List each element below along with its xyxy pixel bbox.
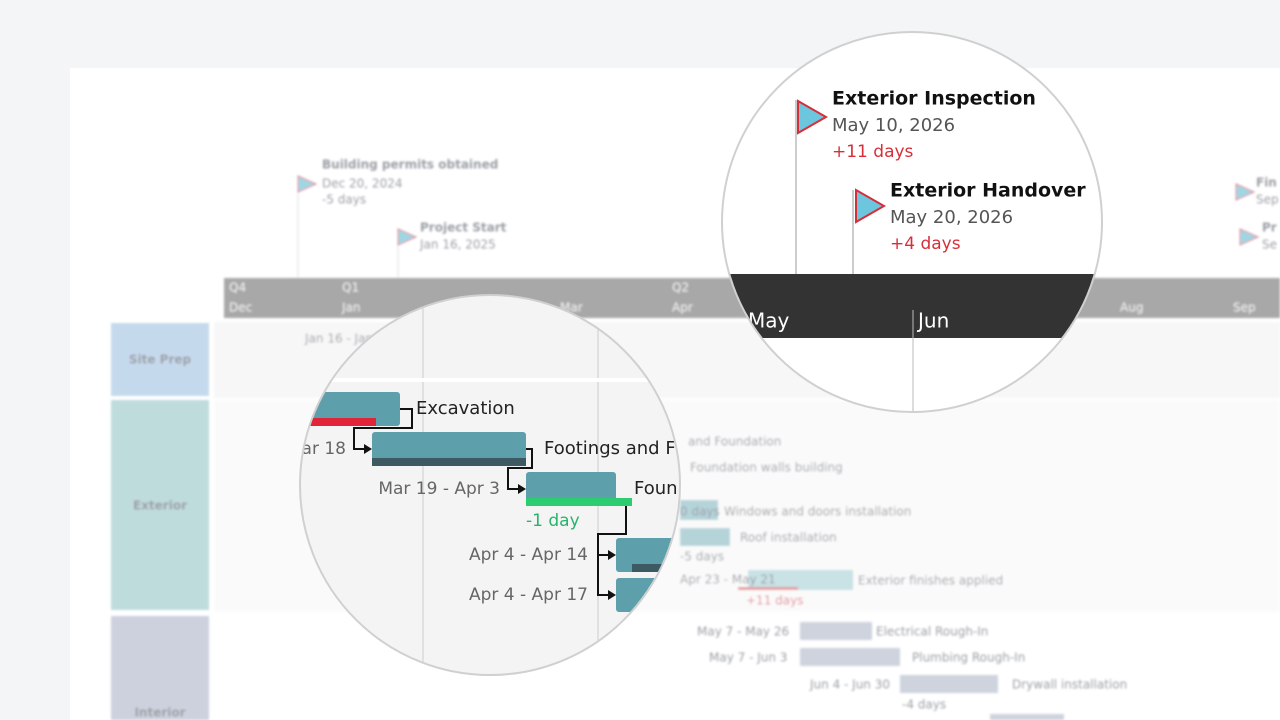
task-text: and Foundation bbox=[688, 435, 781, 449]
task-dates: Mar 19 - Apr 3 bbox=[378, 479, 500, 499]
task-text: -5 days bbox=[680, 550, 724, 564]
task-text: -4 days bbox=[902, 698, 946, 712]
milestone-title: Exterior Handover bbox=[890, 180, 1086, 202]
task-text: Roof installation bbox=[740, 531, 837, 545]
task-name: Footings and F bbox=[544, 438, 676, 459]
task-name: Foun bbox=[634, 478, 678, 499]
edge-text: Pr bbox=[1262, 221, 1277, 235]
right-magnifier: Exterior Inspection May 10, 2026 +11 day… bbox=[721, 31, 1103, 413]
task-text: May 7 - May 26 bbox=[697, 625, 789, 639]
task-dates: Apr 4 - Apr 17 bbox=[469, 585, 588, 605]
task-text: Jan 16 - Jan bbox=[304, 332, 373, 346]
task-bar bbox=[372, 432, 526, 466]
milestone-variance: +11 days bbox=[832, 142, 914, 162]
milestone-date: Jan 16, 2025 bbox=[419, 238, 496, 252]
task-text: Exterior finishes applied bbox=[858, 574, 1003, 588]
task-text: Electrical Rough-In bbox=[876, 625, 988, 639]
timeline-label: Aug bbox=[1120, 301, 1143, 315]
milestone-flag bbox=[297, 175, 318, 193]
milestone-flag bbox=[797, 99, 829, 135]
timeline-label: Q2 bbox=[672, 281, 689, 295]
task-dates: ar 18 bbox=[302, 439, 346, 459]
timeline-label: Dec bbox=[229, 301, 252, 315]
task-variance: -1 day bbox=[526, 511, 580, 531]
group-label: Site Prep bbox=[129, 353, 192, 367]
task-bar bbox=[301, 392, 400, 426]
group-label: Exterior bbox=[133, 499, 187, 513]
timeline-label: Sep bbox=[1233, 301, 1256, 315]
timeline-label: Q1 bbox=[342, 281, 359, 295]
timeline-label: Q4 bbox=[229, 281, 246, 295]
milestone-flag bbox=[855, 188, 887, 224]
milestone-flag bbox=[397, 228, 418, 246]
group-label: Interior bbox=[134, 706, 185, 720]
task-text: May 7 - Jun 3 bbox=[709, 651, 787, 665]
milestone-variance: +4 days bbox=[890, 234, 961, 254]
task-bar bbox=[526, 472, 616, 506]
timeline-label: Jan bbox=[341, 301, 361, 315]
milestone-title: Project Start bbox=[420, 221, 507, 235]
milestone-date: May 20, 2026 bbox=[890, 207, 1013, 228]
timeline-label: Apr bbox=[672, 301, 693, 315]
task-text: Foundation walls building bbox=[690, 461, 843, 475]
task-text: Plumbing Rough-In bbox=[912, 651, 1025, 665]
task-text: Drywall installation bbox=[1012, 678, 1127, 692]
task-text: +11 days bbox=[746, 594, 803, 608]
milestone-title: Building permits obtained bbox=[322, 158, 498, 172]
edge-text: Fin bbox=[1256, 176, 1277, 190]
milestone-date: May 10, 2026 bbox=[832, 115, 955, 136]
task-bars bbox=[680, 500, 1064, 720]
task-dates: Apr 4 - Apr 14 bbox=[469, 545, 588, 565]
edge-text: Sep bbox=[1256, 193, 1279, 207]
milestone-variance: -5 days bbox=[322, 193, 366, 207]
milestone-date: Dec 20, 2024 bbox=[322, 177, 402, 191]
task-text: 0 days bbox=[680, 505, 720, 519]
timeline-header bbox=[723, 274, 1101, 338]
milestone-title: Exterior Inspection bbox=[832, 88, 1036, 110]
task-name: Excavation bbox=[416, 398, 515, 419]
task-text: Apr 23 - May 21 bbox=[680, 573, 776, 587]
task-text: Windows and doors installation bbox=[724, 505, 911, 519]
task-text: Jun 4 - Jun 30 bbox=[809, 678, 890, 692]
month-label: Jun bbox=[916, 309, 949, 333]
edge-text: Se bbox=[1262, 238, 1277, 252]
